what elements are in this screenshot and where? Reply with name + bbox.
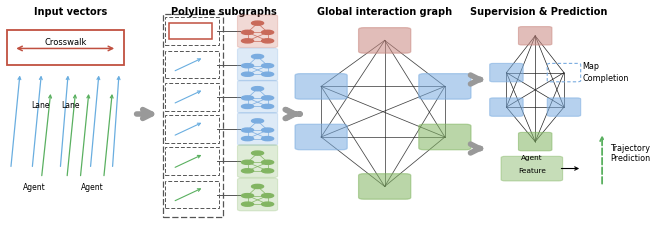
FancyBboxPatch shape (237, 49, 278, 82)
Circle shape (242, 202, 254, 206)
Circle shape (252, 22, 264, 26)
FancyBboxPatch shape (419, 125, 471, 150)
FancyBboxPatch shape (518, 133, 552, 151)
Circle shape (242, 105, 254, 109)
FancyBboxPatch shape (237, 178, 278, 211)
FancyBboxPatch shape (490, 64, 523, 82)
Circle shape (262, 202, 274, 206)
Text: Crosswalk: Crosswalk (44, 38, 87, 47)
Text: Map: Map (582, 62, 599, 71)
Circle shape (242, 169, 254, 173)
FancyBboxPatch shape (237, 81, 278, 114)
Circle shape (262, 40, 274, 44)
FancyBboxPatch shape (295, 74, 347, 100)
FancyBboxPatch shape (237, 145, 278, 178)
Circle shape (242, 64, 254, 68)
FancyBboxPatch shape (501, 157, 563, 181)
Circle shape (242, 31, 254, 35)
Circle shape (262, 73, 274, 77)
FancyBboxPatch shape (419, 74, 471, 100)
Circle shape (242, 194, 254, 198)
FancyBboxPatch shape (518, 27, 552, 46)
Circle shape (262, 161, 274, 165)
FancyBboxPatch shape (237, 113, 278, 146)
Circle shape (242, 40, 254, 44)
Circle shape (252, 185, 264, 189)
Circle shape (262, 96, 274, 101)
FancyBboxPatch shape (359, 29, 411, 54)
Circle shape (262, 194, 274, 198)
Circle shape (262, 105, 274, 109)
Text: Feature: Feature (518, 168, 546, 174)
FancyBboxPatch shape (359, 174, 411, 199)
Circle shape (242, 137, 254, 141)
Circle shape (242, 73, 254, 77)
Circle shape (242, 161, 254, 165)
Circle shape (242, 128, 254, 133)
Text: Supervision & Prediction: Supervision & Prediction (470, 7, 607, 17)
Text: Trajectory: Trajectory (610, 143, 650, 152)
Text: Agent: Agent (23, 182, 46, 191)
Text: Lane: Lane (61, 101, 80, 110)
FancyBboxPatch shape (490, 98, 523, 117)
Circle shape (262, 128, 274, 133)
Text: Input vectors: Input vectors (33, 7, 107, 17)
Text: Prediction: Prediction (610, 153, 650, 163)
Text: Lane: Lane (31, 101, 50, 110)
Text: Polyline subgraphs: Polyline subgraphs (171, 7, 277, 17)
Text: Agent: Agent (81, 182, 104, 191)
Circle shape (252, 87, 264, 91)
Circle shape (262, 64, 274, 68)
Circle shape (262, 169, 274, 173)
Circle shape (252, 119, 264, 123)
FancyBboxPatch shape (547, 98, 581, 117)
Circle shape (262, 31, 274, 35)
Text: Global interaction graph: Global interaction graph (317, 7, 452, 17)
Text: Completion: Completion (582, 73, 628, 82)
Text: Agent: Agent (521, 154, 543, 160)
Circle shape (252, 151, 264, 155)
FancyBboxPatch shape (237, 16, 278, 48)
Circle shape (262, 137, 274, 141)
FancyBboxPatch shape (295, 125, 347, 150)
Circle shape (242, 96, 254, 101)
Circle shape (252, 55, 264, 59)
